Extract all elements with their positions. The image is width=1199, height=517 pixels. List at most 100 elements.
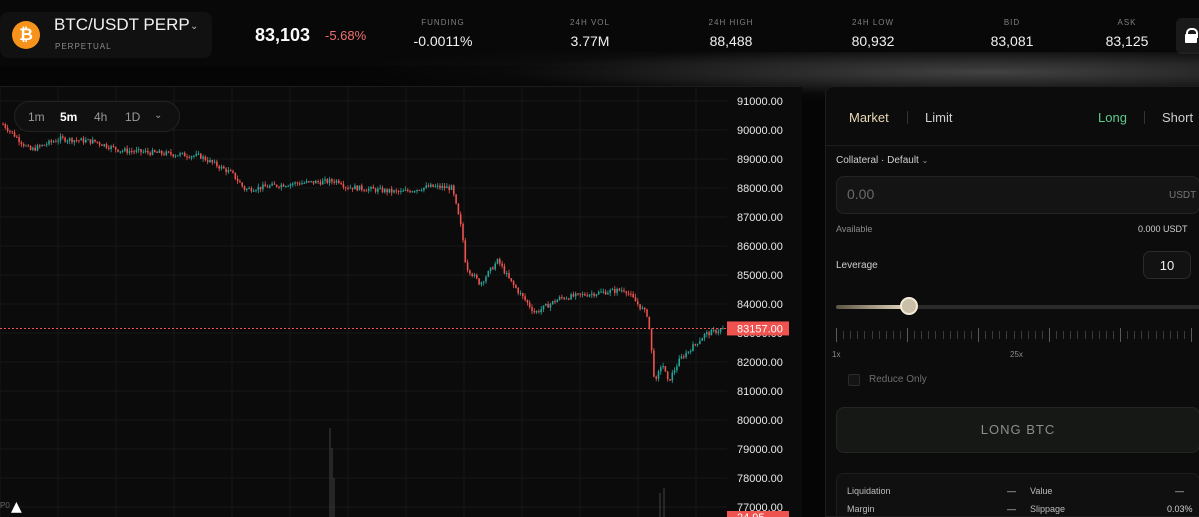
timeframe-5m[interactable]: 5m: [60, 110, 78, 124]
candle-body: [96, 141, 99, 143]
candle-body: [160, 150, 163, 154]
candle-body: [255, 190, 257, 192]
candle-body: [434, 186, 437, 188]
candle-body: [517, 287, 519, 294]
price-tick-label: 79000.00: [737, 444, 783, 456]
collateral-selector[interactable]: Collateral · Default ⌄: [836, 155, 928, 166]
reduce-only-label[interactable]: Reduce Only: [869, 374, 927, 385]
candle-body: [637, 301, 639, 305]
candle-body: [563, 297, 565, 299]
candle-body: [25, 145, 27, 147]
candle-body: [294, 182, 296, 184]
candle-body: [278, 186, 280, 188]
candle-body: [416, 189, 418, 192]
candle-body: [650, 328, 653, 351]
lock-button[interactable]: [1176, 18, 1199, 54]
slider-tick: [978, 328, 979, 342]
tradingview-logo-icon[interactable]: ▲: [11, 499, 22, 515]
slider-tick: [928, 331, 930, 339]
price-tick-label: 90000.00: [737, 125, 783, 137]
candlestick-chart[interactable]: 91000.00 90000.00 89000.00 88000.00 87000.00…: [0, 87, 802, 517]
leverage-slider-handle[interactable]: [899, 297, 918, 315]
tab-market[interactable]: Market: [849, 110, 889, 125]
value-value: —: [1175, 486, 1184, 496]
reduce-only-checkbox[interactable]: [848, 374, 860, 386]
timeframe-1d[interactable]: 1D: [125, 110, 141, 124]
candle-body: [653, 350, 655, 377]
candle-body: [55, 141, 57, 143]
long-btc-button[interactable]: LONG BTC: [836, 407, 1199, 453]
candle-body: [269, 185, 271, 188]
candle-body: [512, 281, 515, 285]
candle-body: [216, 161, 218, 167]
candle-body: [558, 297, 561, 300]
candle-body: [432, 184, 434, 187]
candle-body: [561, 297, 563, 299]
chevron-down-icon[interactable]: ⌄: [190, 21, 199, 32]
stat-label: 24H HIGH: [708, 18, 754, 27]
candle-body: [515, 284, 517, 288]
collateral-label: Collateral · Default: [836, 155, 919, 166]
candle-body: [712, 329, 715, 331]
candle-body: [317, 180, 319, 183]
candle-body: [140, 149, 142, 153]
candle-body: [384, 189, 386, 193]
candle-body: [584, 293, 586, 296]
candle-body: [365, 190, 368, 192]
volume-label: 24.95: [737, 512, 765, 517]
stat-label: BID: [1003, 18, 1021, 27]
amount-field[interactable]: USDT: [836, 176, 1199, 214]
slider-tick: [1091, 331, 1093, 339]
candle-body: [101, 144, 103, 146]
candle-body: [170, 152, 172, 155]
candle-body: [455, 194, 457, 204]
leverage-slider[interactable]: [836, 305, 1199, 309]
stat-value: -0.0011%: [413, 33, 473, 49]
candle-body: [20, 142, 23, 144]
candle-body: [499, 258, 501, 264]
amount-input[interactable]: [847, 186, 1127, 202]
pair-selector[interactable]: ₿ BTC/USDT PERP ⌄ PERPETUAL: [0, 12, 212, 58]
price-chart[interactable]: 91000.00 90000.00 89000.00 88000.00 87000.00…: [0, 86, 802, 517]
candle-body: [41, 144, 43, 146]
candle-body: [324, 179, 326, 181]
candle-body: [570, 294, 572, 300]
slider-tick: [1006, 331, 1008, 339]
slider-tick: [970, 331, 972, 339]
candle-body: [439, 185, 441, 188]
leverage-input[interactable]: 10: [1143, 251, 1191, 279]
pair-name: BTC/USDT PERP: [54, 15, 190, 34]
timeframe-1m[interactable]: 1m: [28, 110, 45, 124]
timeframe-4h[interactable]: 4h: [94, 110, 108, 124]
candle-body: [234, 172, 237, 179]
candle-body: [156, 151, 158, 153]
candle-body: [655, 376, 657, 379]
candle-body: [190, 156, 193, 158]
candle-body: [634, 297, 637, 302]
chevron-down-icon[interactable]: ⌄: [154, 110, 163, 121]
candle-body: [333, 181, 335, 183]
candle-body: [489, 267, 492, 272]
tab-limit[interactable]: Limit: [925, 110, 953, 125]
price-tick-label: 82000.00: [737, 357, 783, 369]
candle-body: [342, 184, 345, 188]
stat-volume: 24H VOL 3.77M: [520, 18, 660, 49]
candle-body: [374, 188, 377, 192]
candle-body: [719, 329, 722, 332]
candle-body: [581, 293, 584, 295]
candle-body: [593, 293, 595, 296]
candle-body: [395, 190, 398, 192]
candle-body: [630, 293, 632, 295]
tab-short[interactable]: Short: [1162, 110, 1194, 125]
candle-body: [223, 166, 225, 169]
candle-body: [469, 270, 471, 274]
candle-body: [409, 191, 411, 193]
slider-tick: [1027, 331, 1029, 339]
candle-body: [303, 182, 306, 184]
candle-body: [522, 293, 524, 297]
tab-long[interactable]: Long: [1098, 110, 1127, 125]
candle-body: [673, 370, 676, 373]
slider-tick: [1112, 331, 1114, 339]
candle-body: [147, 150, 149, 153]
slider-tick: [1063, 331, 1065, 339]
